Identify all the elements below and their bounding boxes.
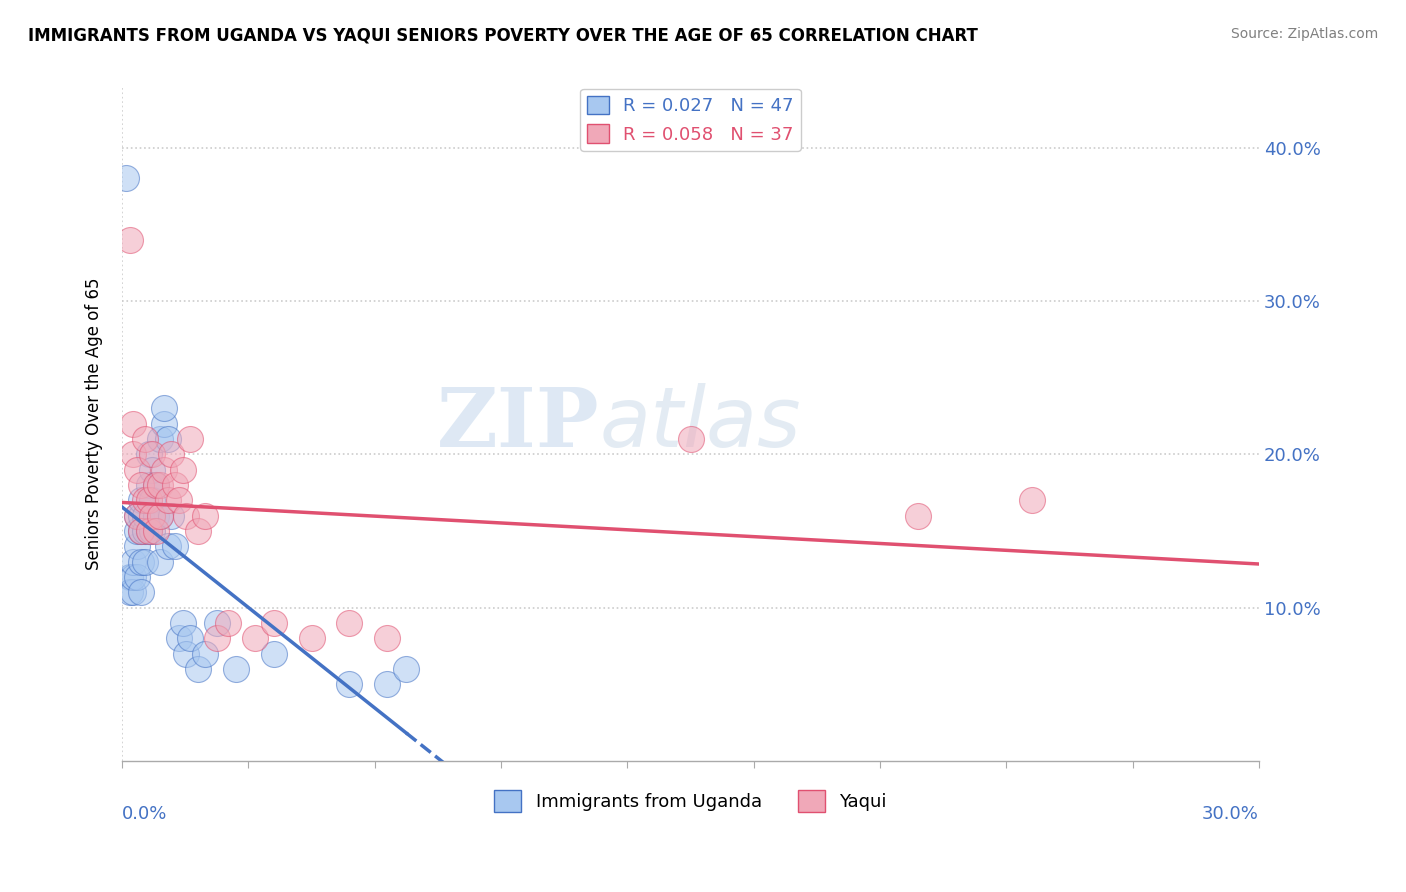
Point [1021, 493, 1043, 508]
Point [160, 508, 183, 523]
Point [149, 508, 172, 523]
Point [127, 570, 149, 584]
Point [156, 432, 179, 446]
Point [129, 478, 152, 492]
Point [134, 432, 156, 446]
Point [160, 447, 183, 461]
Point [134, 493, 156, 508]
Point [118, 233, 141, 247]
Point [179, 631, 201, 645]
Point [167, 493, 190, 508]
Point [129, 524, 152, 538]
Point [179, 432, 201, 446]
Point [129, 585, 152, 599]
Point [129, 508, 152, 523]
Point [172, 615, 194, 630]
Point [375, 677, 398, 691]
Point [138, 524, 160, 538]
Point [167, 631, 190, 645]
Legend: R = 0.027   N = 47, R = 0.058   N = 37: R = 0.027 N = 47, R = 0.058 N = 37 [581, 88, 801, 151]
Point [176, 647, 198, 661]
Point [145, 508, 167, 523]
Text: IMMIGRANTS FROM UGANDA VS YAQUI SENIORS POVERTY OVER THE AGE OF 65 CORRELATION C: IMMIGRANTS FROM UGANDA VS YAQUI SENIORS … [28, 27, 979, 45]
Point [172, 462, 194, 476]
Point [243, 631, 266, 645]
Text: Source: ZipAtlas.com: Source: ZipAtlas.com [1230, 27, 1378, 41]
Point [165, 539, 187, 553]
Point [118, 570, 141, 584]
Point [127, 508, 149, 523]
Point [152, 401, 174, 416]
Point [149, 432, 172, 446]
Point [205, 631, 228, 645]
Point [122, 585, 145, 599]
Text: atlas: atlas [599, 383, 801, 464]
Point [145, 524, 167, 538]
Point [134, 555, 156, 569]
Point [187, 662, 209, 676]
Point [129, 493, 152, 508]
Point [129, 555, 152, 569]
Point [375, 631, 398, 645]
Point [225, 662, 247, 676]
Text: ZIP: ZIP [437, 384, 599, 464]
Point [149, 508, 172, 523]
Point [138, 493, 160, 508]
Point [141, 508, 163, 523]
Point [145, 478, 167, 492]
Text: 30.0%: 30.0% [1202, 805, 1258, 822]
Point [141, 462, 163, 476]
Point [679, 432, 702, 446]
Point [129, 524, 152, 538]
Point [156, 493, 179, 508]
Point [176, 508, 198, 523]
Point [907, 508, 929, 523]
Point [395, 662, 418, 676]
Text: 0.0%: 0.0% [122, 805, 167, 822]
Point [127, 508, 149, 523]
Point [127, 524, 149, 538]
Point [301, 631, 323, 645]
Point [217, 615, 239, 630]
Point [149, 478, 172, 492]
Point [138, 524, 160, 538]
Point [165, 478, 187, 492]
Point [149, 555, 172, 569]
Point [141, 524, 163, 538]
Point [134, 508, 156, 523]
Point [339, 615, 361, 630]
Point [127, 462, 149, 476]
Point [205, 615, 228, 630]
Point [122, 447, 145, 461]
Point [127, 539, 149, 553]
Y-axis label: Seniors Poverty Over the Age of 65: Seniors Poverty Over the Age of 65 [86, 277, 103, 570]
Point [194, 508, 217, 523]
Point [263, 615, 285, 630]
Point [134, 524, 156, 538]
Point [152, 417, 174, 431]
Point [138, 478, 160, 492]
Point [122, 555, 145, 569]
Point [339, 677, 361, 691]
Point [187, 524, 209, 538]
Point [152, 462, 174, 476]
Point [122, 417, 145, 431]
Point [145, 478, 167, 492]
Point [115, 171, 138, 186]
Point [263, 647, 285, 661]
Point [141, 493, 163, 508]
Point [118, 585, 141, 599]
Point [138, 447, 160, 461]
Point [194, 647, 217, 661]
Point [141, 447, 163, 461]
Point [122, 570, 145, 584]
Point [156, 539, 179, 553]
